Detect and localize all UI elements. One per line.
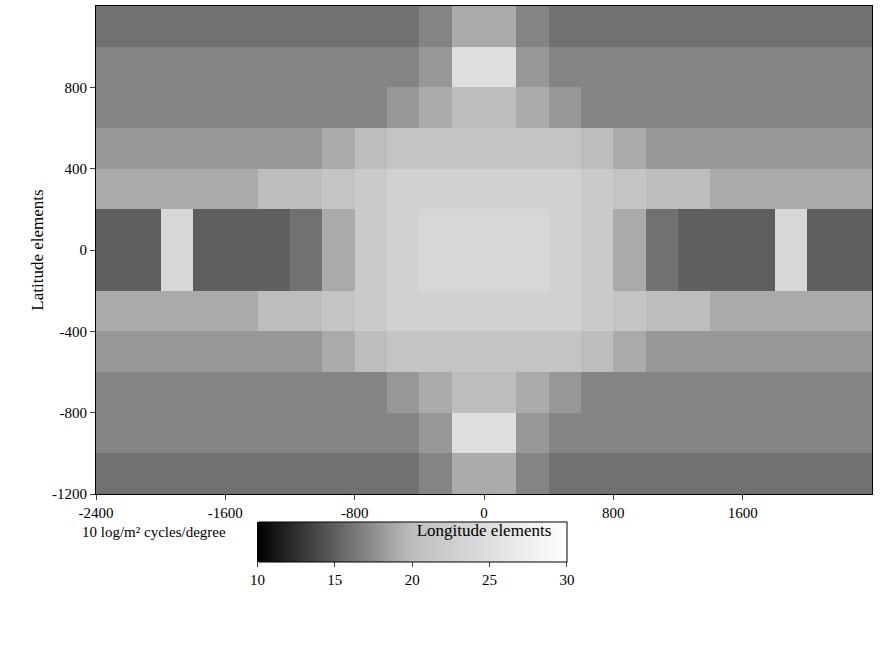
- svg-text:20: 20: [405, 572, 420, 588]
- svg-text:10 log/m² cycles/degree: 10 log/m² cycles/degree: [82, 524, 226, 540]
- svg-text:30: 30: [559, 572, 574, 588]
- svg-text:0: 0: [480, 505, 488, 521]
- svg-text:Longitude elements: Longitude elements: [417, 521, 552, 540]
- svg-text:-1200: -1200: [52, 486, 87, 502]
- svg-text:400: 400: [65, 161, 88, 177]
- svg-text:-800: -800: [341, 505, 369, 521]
- svg-text:800: 800: [65, 80, 88, 96]
- svg-text:1600: 1600: [728, 505, 758, 521]
- svg-text:10: 10: [250, 572, 265, 588]
- svg-text:800: 800: [602, 505, 625, 521]
- svg-text:Latitude elements: Latitude elements: [28, 189, 47, 310]
- svg-text:0: 0: [80, 242, 88, 258]
- svg-text:15: 15: [327, 572, 342, 588]
- svg-text:25: 25: [482, 572, 497, 588]
- svg-text:-2400: -2400: [79, 505, 114, 521]
- svg-text:-800: -800: [60, 405, 88, 421]
- svg-text:-400: -400: [60, 324, 88, 340]
- svg-text:-1600: -1600: [208, 505, 243, 521]
